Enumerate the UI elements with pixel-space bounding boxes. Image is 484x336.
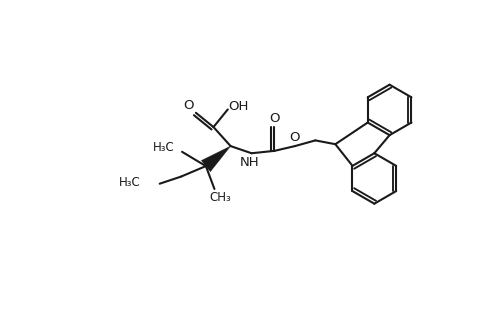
Text: OH: OH	[228, 100, 248, 113]
Text: NH: NH	[240, 156, 259, 169]
Text: CH₃: CH₃	[210, 191, 231, 204]
Text: O: O	[289, 131, 300, 143]
Text: O: O	[269, 113, 280, 125]
Polygon shape	[201, 146, 230, 172]
Text: O: O	[183, 99, 194, 112]
Text: H₃C: H₃C	[119, 176, 141, 189]
Text: H₃C: H₃C	[153, 140, 175, 154]
